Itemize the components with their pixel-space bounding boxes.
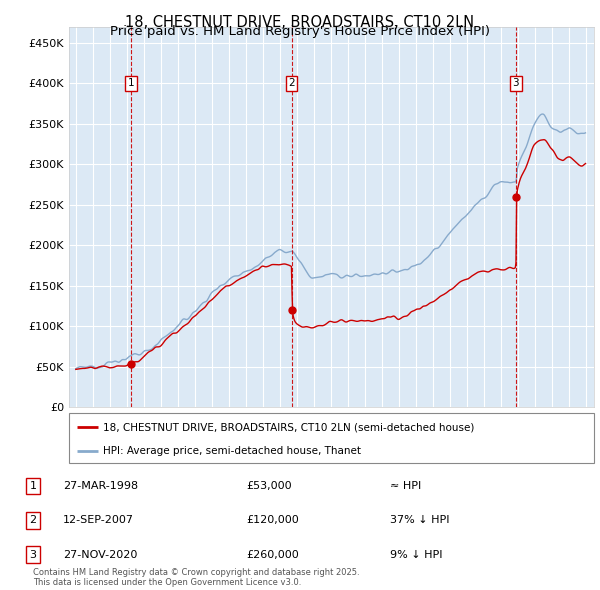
Text: 1: 1 <box>29 481 37 491</box>
Text: £120,000: £120,000 <box>246 516 299 525</box>
Text: 37% ↓ HPI: 37% ↓ HPI <box>390 516 449 525</box>
Text: 27-MAR-1998: 27-MAR-1998 <box>63 481 138 491</box>
Text: 27-NOV-2020: 27-NOV-2020 <box>63 550 137 559</box>
Text: 2: 2 <box>288 78 295 88</box>
Text: 2: 2 <box>29 516 37 525</box>
Text: 18, CHESTNUT DRIVE, BROADSTAIRS, CT10 2LN: 18, CHESTNUT DRIVE, BROADSTAIRS, CT10 2L… <box>125 15 475 30</box>
Text: £260,000: £260,000 <box>246 550 299 559</box>
Text: HPI: Average price, semi-detached house, Thanet: HPI: Average price, semi-detached house,… <box>103 445 361 455</box>
Text: 3: 3 <box>512 78 519 88</box>
Text: 1: 1 <box>127 78 134 88</box>
Text: 9% ↓ HPI: 9% ↓ HPI <box>390 550 443 559</box>
Text: Price paid vs. HM Land Registry's House Price Index (HPI): Price paid vs. HM Land Registry's House … <box>110 25 490 38</box>
Text: 18, CHESTNUT DRIVE, BROADSTAIRS, CT10 2LN (semi-detached house): 18, CHESTNUT DRIVE, BROADSTAIRS, CT10 2L… <box>103 422 475 432</box>
Text: 3: 3 <box>29 550 37 559</box>
Text: £53,000: £53,000 <box>246 481 292 491</box>
Text: Contains HM Land Registry data © Crown copyright and database right 2025.
This d: Contains HM Land Registry data © Crown c… <box>33 568 359 587</box>
Text: 12-SEP-2007: 12-SEP-2007 <box>63 516 134 525</box>
Text: ≈ HPI: ≈ HPI <box>390 481 421 491</box>
FancyBboxPatch shape <box>69 413 594 463</box>
